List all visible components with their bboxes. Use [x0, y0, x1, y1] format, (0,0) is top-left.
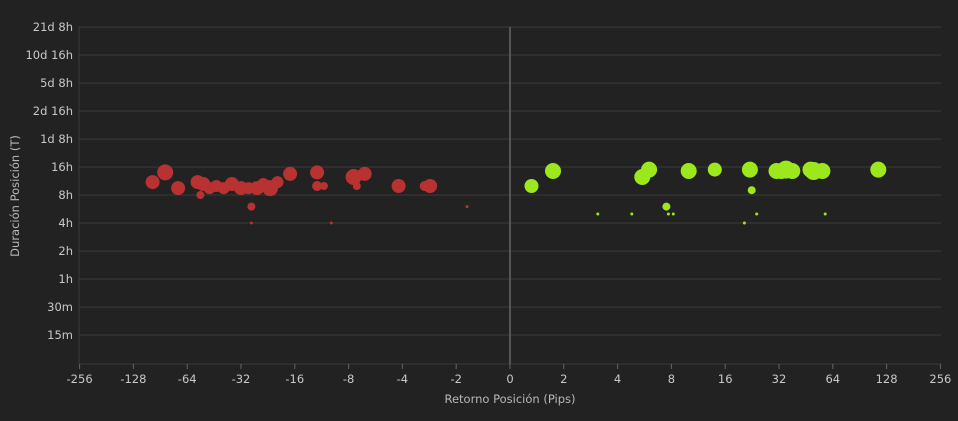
y-tick-label: 15m	[47, 328, 73, 342]
win-point	[596, 212, 600, 216]
loss-point	[196, 191, 205, 199]
loss-point	[329, 221, 333, 225]
win-point	[742, 221, 746, 225]
loss-point	[145, 175, 160, 190]
y-tick-label: 10d 16h	[25, 48, 73, 62]
x-tick-label: -8	[343, 372, 354, 386]
win-point	[870, 161, 887, 178]
y-tick-label: 8h	[58, 188, 73, 202]
win-point	[671, 212, 675, 216]
x-tick-label: -256	[67, 372, 93, 386]
win-point	[662, 202, 671, 211]
loss-point	[247, 202, 256, 211]
x-tick-label: 256	[929, 372, 951, 386]
y-tick-label: 2h	[58, 244, 73, 258]
x-tick-label: 16	[718, 372, 733, 386]
x-tick-label: 64	[825, 372, 840, 386]
x-tick-label: 4	[614, 372, 621, 386]
x-tick-label: -16	[285, 372, 304, 386]
loss-point	[345, 169, 362, 185]
y-tick-label: 21d 8h	[33, 20, 73, 34]
loss-point	[249, 221, 253, 225]
x-tick-label: 0	[506, 372, 513, 386]
win-point	[823, 212, 827, 216]
y-tick-label: 1d 8h	[40, 132, 73, 146]
win-point	[641, 161, 658, 178]
x-tick-label: 128	[876, 372, 898, 386]
y-axis-ticks: 15m 30m 1h 2h 4h 8h 16h 1d 8h 2d 16h 5d 8h 10d 16h…	[25, 20, 73, 342]
y-tick-label: 4h	[58, 216, 73, 230]
loss-point	[271, 176, 284, 189]
loss-point	[391, 179, 406, 193]
loss-point	[310, 165, 325, 180]
x-tick-label: 2	[560, 372, 567, 386]
win-point	[666, 212, 670, 216]
x-tick-label: -4	[397, 372, 408, 386]
x-tick-label: 8	[668, 372, 675, 386]
win-point	[707, 162, 722, 177]
data-points	[145, 160, 887, 225]
x-tick-label: -2	[450, 372, 461, 386]
loss-point	[352, 182, 361, 190]
y-tick-label: 5d 8h	[40, 76, 73, 90]
loss-point	[157, 164, 174, 181]
loss-point	[465, 205, 469, 209]
y-tick-label: 16h	[51, 160, 73, 174]
win-point	[784, 163, 801, 179]
y-tick-label: 1h	[58, 272, 73, 286]
win-point	[680, 163, 697, 179]
y-tick-label: 30m	[47, 300, 73, 314]
loss-point	[312, 181, 323, 191]
x-tick-label: -64	[178, 372, 197, 386]
win-point	[814, 163, 831, 179]
win-point	[524, 179, 539, 193]
loss-point	[319, 182, 328, 190]
win-point	[755, 212, 759, 216]
win-point	[545, 163, 561, 179]
y-tick-label: 2d 16h	[33, 104, 73, 118]
loss-point	[283, 166, 298, 181]
x-tick-label: -128	[120, 372, 146, 386]
win-point	[747, 186, 756, 195]
loss-point	[357, 166, 372, 181]
x-tick-label: 32	[772, 372, 787, 386]
loss-point	[423, 179, 438, 193]
grid-lines	[78, 26, 941, 365]
win-point	[741, 161, 758, 178]
win-point	[630, 212, 634, 216]
y-axis-label: Duración Posición (T)	[8, 135, 22, 257]
x-axis-label: Retorno Posición (Pips)	[445, 392, 576, 406]
loss-point	[171, 181, 186, 196]
x-tick-label: -32	[232, 372, 251, 386]
x-axis-ticks: -256 -128 -64 -32 -16 -8 -4 -2 0 2 4 8 16 32 64 128 256	[67, 364, 951, 386]
